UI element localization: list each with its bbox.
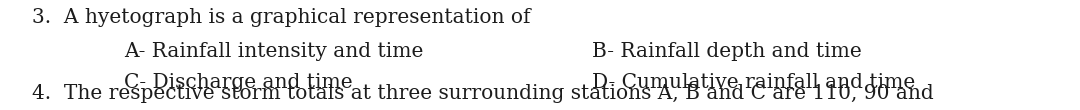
Text: C- Discharge and time: C- Discharge and time: [124, 73, 353, 92]
Text: 3.  A hyetograph is a graphical representation of: 3. A hyetograph is a graphical represent…: [32, 8, 531, 27]
Text: D- Cumulative rainfall and time: D- Cumulative rainfall and time: [592, 73, 915, 92]
Text: B- Rainfall depth and time: B- Rainfall depth and time: [592, 42, 862, 61]
Text: 4.  The respective storm totals at three surrounding stations A, B and C are 110: 4. The respective storm totals at three …: [32, 84, 934, 103]
Text: A- Rainfall intensity and time: A- Rainfall intensity and time: [124, 42, 423, 61]
